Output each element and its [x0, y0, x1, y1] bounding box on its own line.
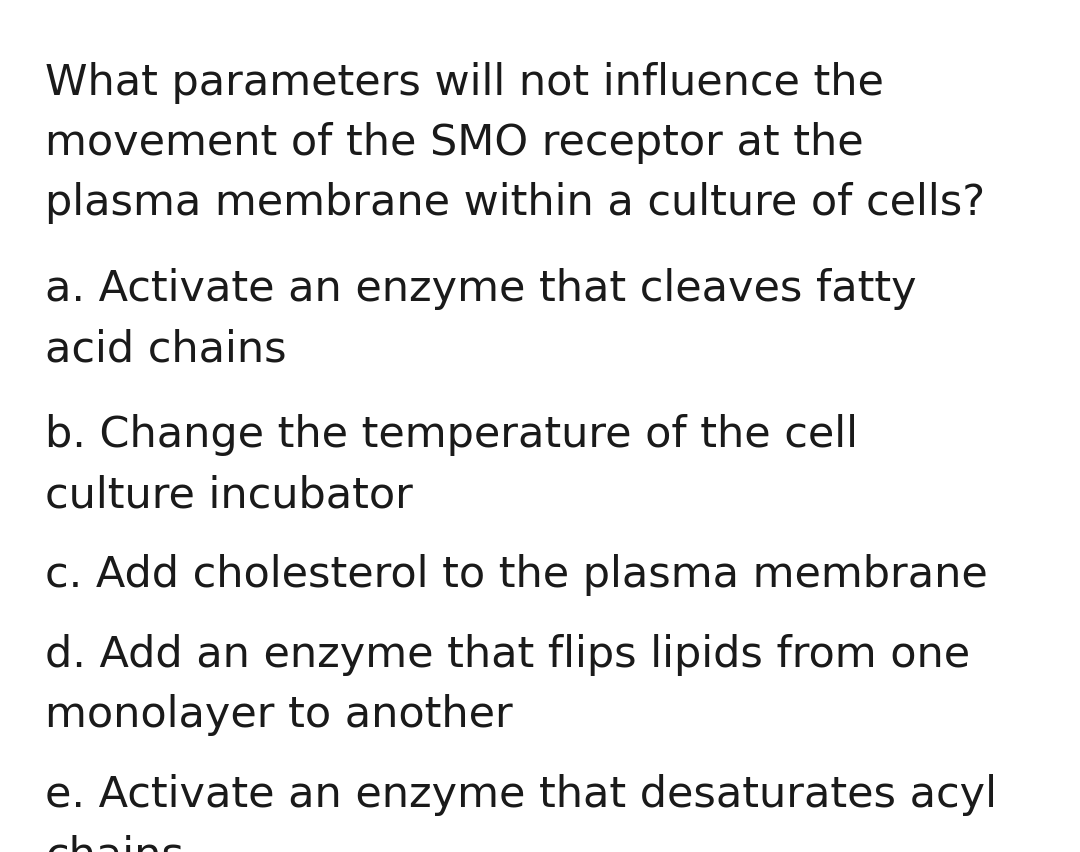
Text: What parameters will not influence the: What parameters will not influence the [45, 62, 885, 104]
Text: c. Add cholesterol to the plasma membrane: c. Add cholesterol to the plasma membran… [45, 554, 988, 596]
Text: chains: chains [45, 834, 185, 852]
Text: e. Activate an enzyme that desaturates acyl: e. Activate an enzyme that desaturates a… [45, 774, 997, 816]
Text: a. Activate an enzyme that cleaves fatty: a. Activate an enzyme that cleaves fatty [45, 268, 917, 310]
Text: plasma membrane within a culture of cells?: plasma membrane within a culture of cell… [45, 182, 985, 224]
Text: d. Add an enzyme that flips lipids from one: d. Add an enzyme that flips lipids from … [45, 634, 971, 676]
Text: acid chains: acid chains [45, 328, 287, 370]
Text: monolayer to another: monolayer to another [45, 694, 513, 736]
Text: culture incubator: culture incubator [45, 474, 414, 516]
Text: movement of the SMO receptor at the: movement of the SMO receptor at the [45, 122, 864, 164]
Text: b. Change the temperature of the cell: b. Change the temperature of the cell [45, 414, 859, 456]
